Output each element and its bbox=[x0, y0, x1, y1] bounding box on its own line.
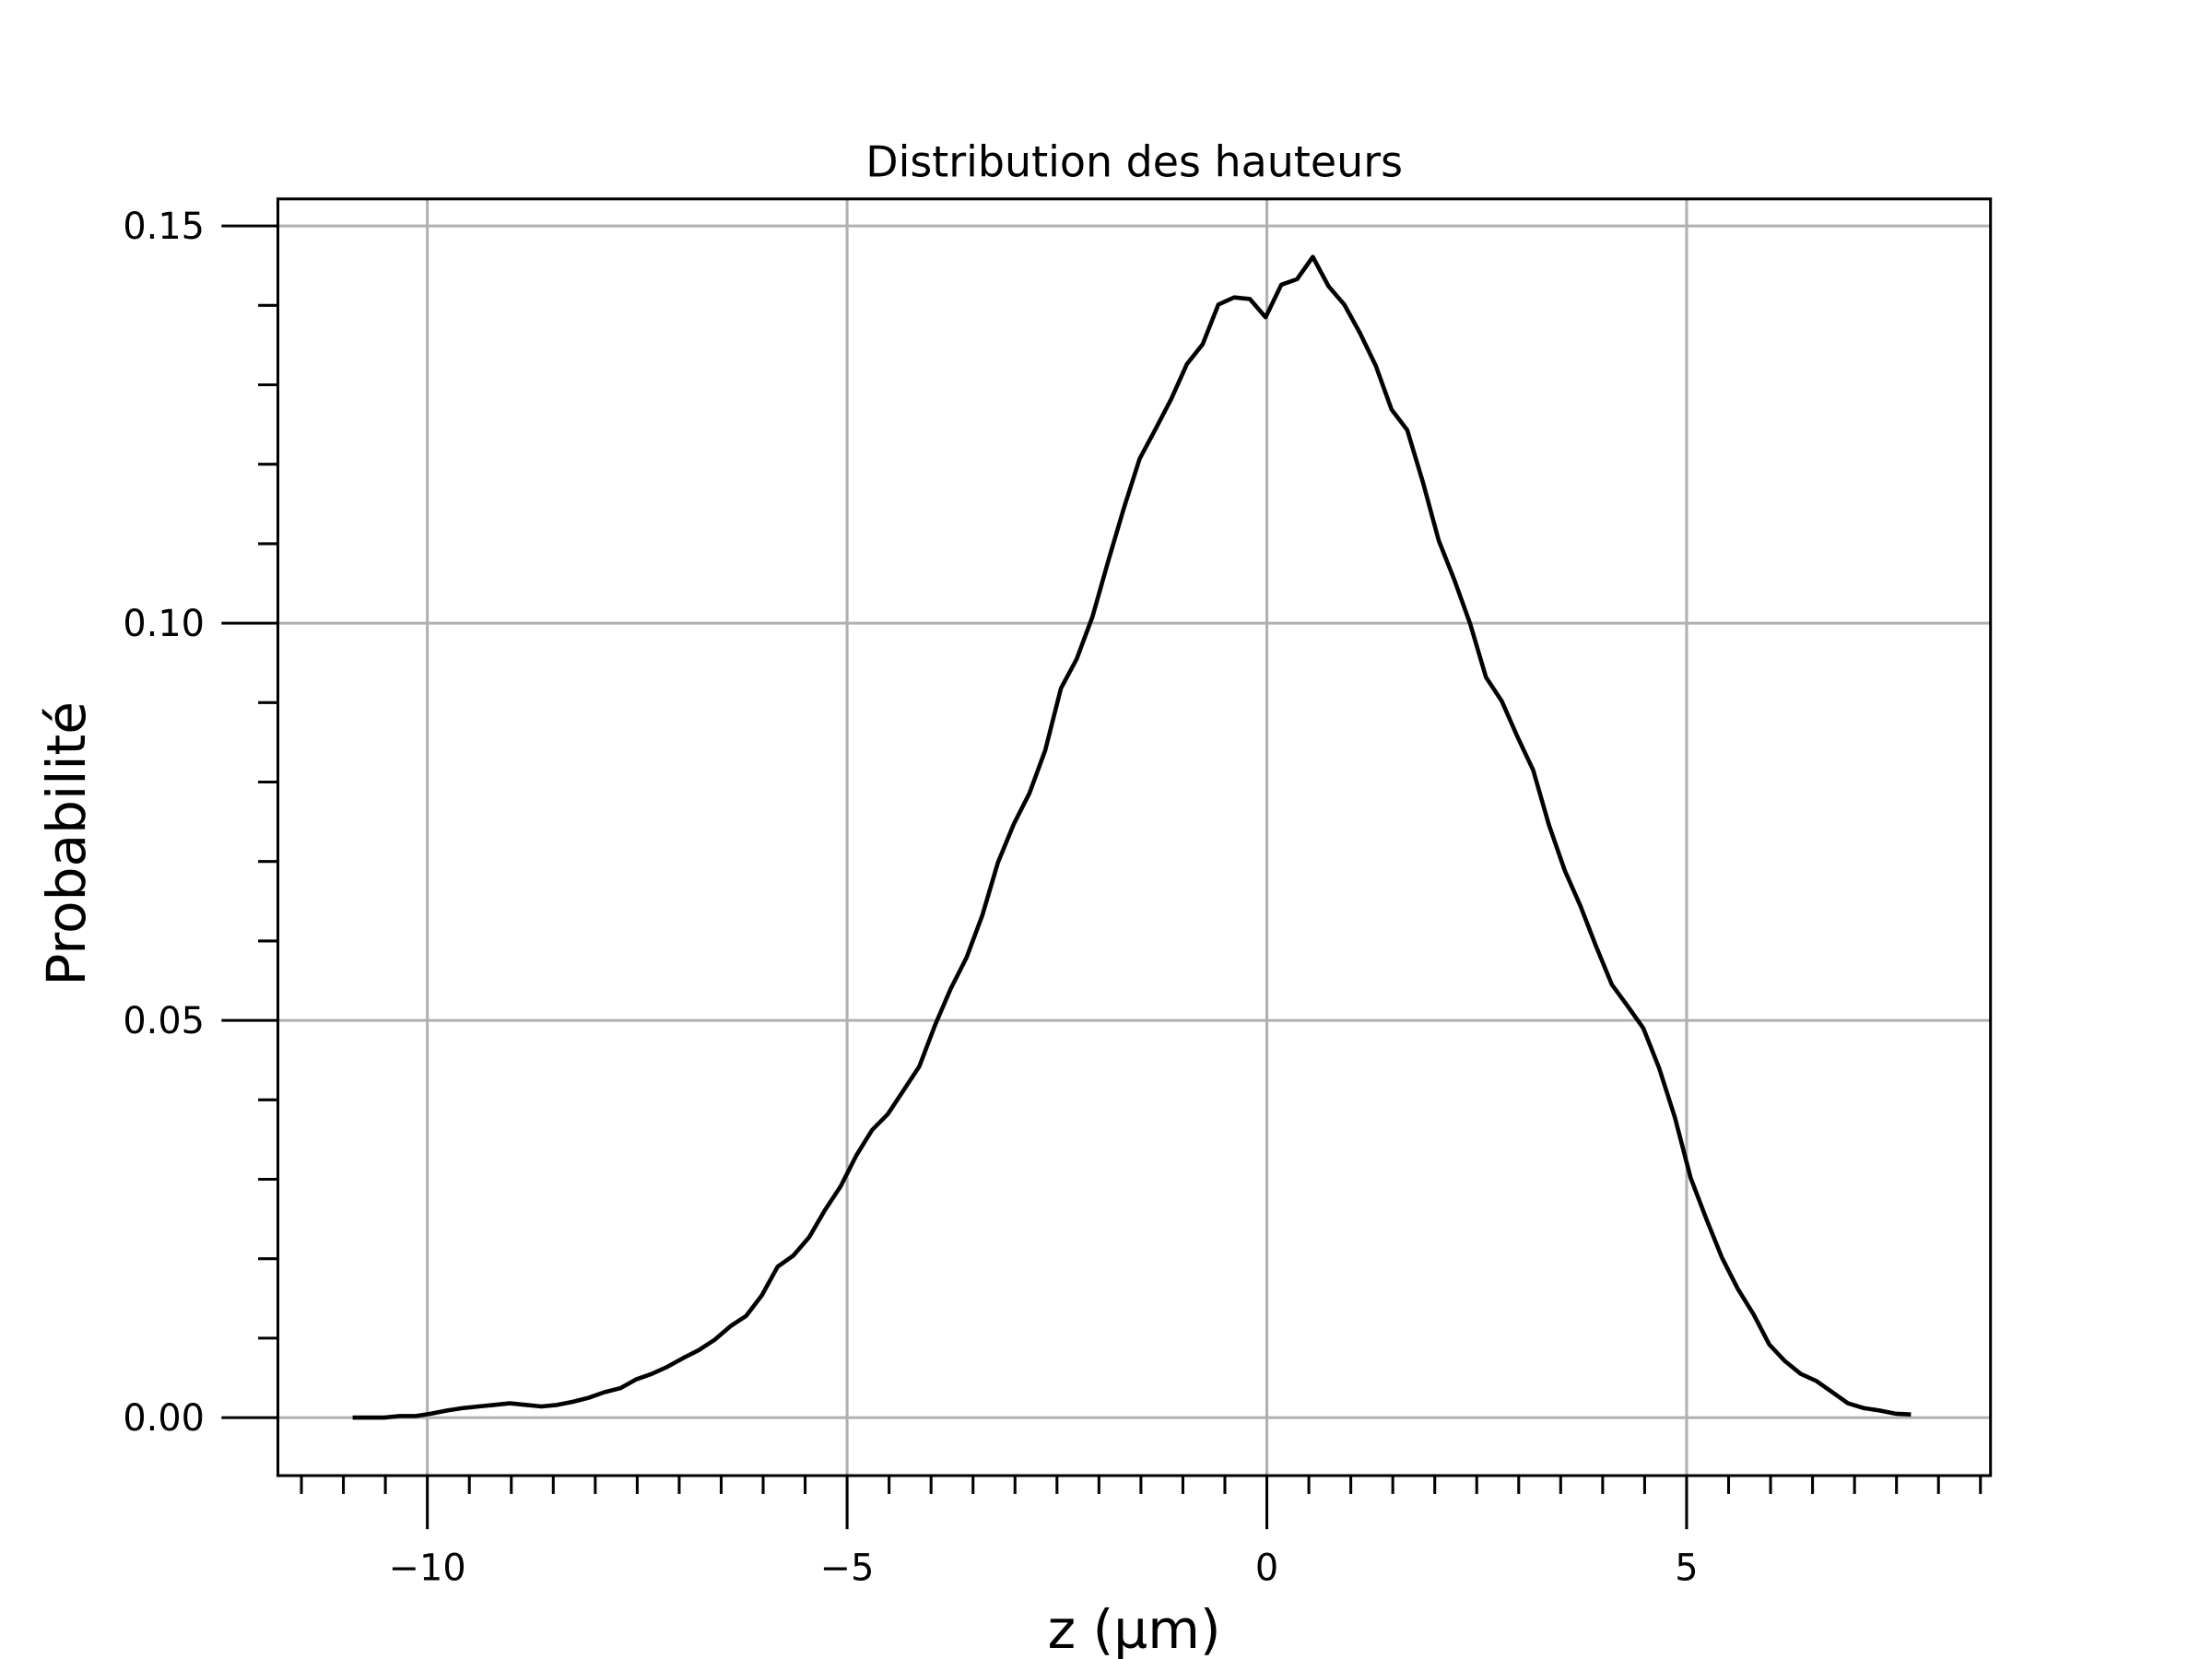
plot-frame bbox=[276, 197, 1993, 1477]
y-tick-label: 0.05 bbox=[123, 1000, 205, 1042]
x-tick-label: 5 bbox=[1675, 1547, 1698, 1589]
y-tick-label: 0.10 bbox=[123, 603, 205, 645]
y-tick-label: 0.15 bbox=[123, 206, 205, 248]
y-axis-label: Probabilité bbox=[35, 701, 98, 986]
x-axis-label: z (µm) bbox=[1048, 1598, 1221, 1659]
data-line bbox=[352, 254, 1912, 1420]
y-tick-label: 0.00 bbox=[123, 1397, 205, 1440]
x-tick-label: 0 bbox=[1255, 1547, 1278, 1589]
x-tick-label: −5 bbox=[820, 1547, 875, 1589]
x-tick-label: −10 bbox=[389, 1547, 466, 1589]
chart-title: Distribution des hauteurs bbox=[865, 136, 1403, 186]
